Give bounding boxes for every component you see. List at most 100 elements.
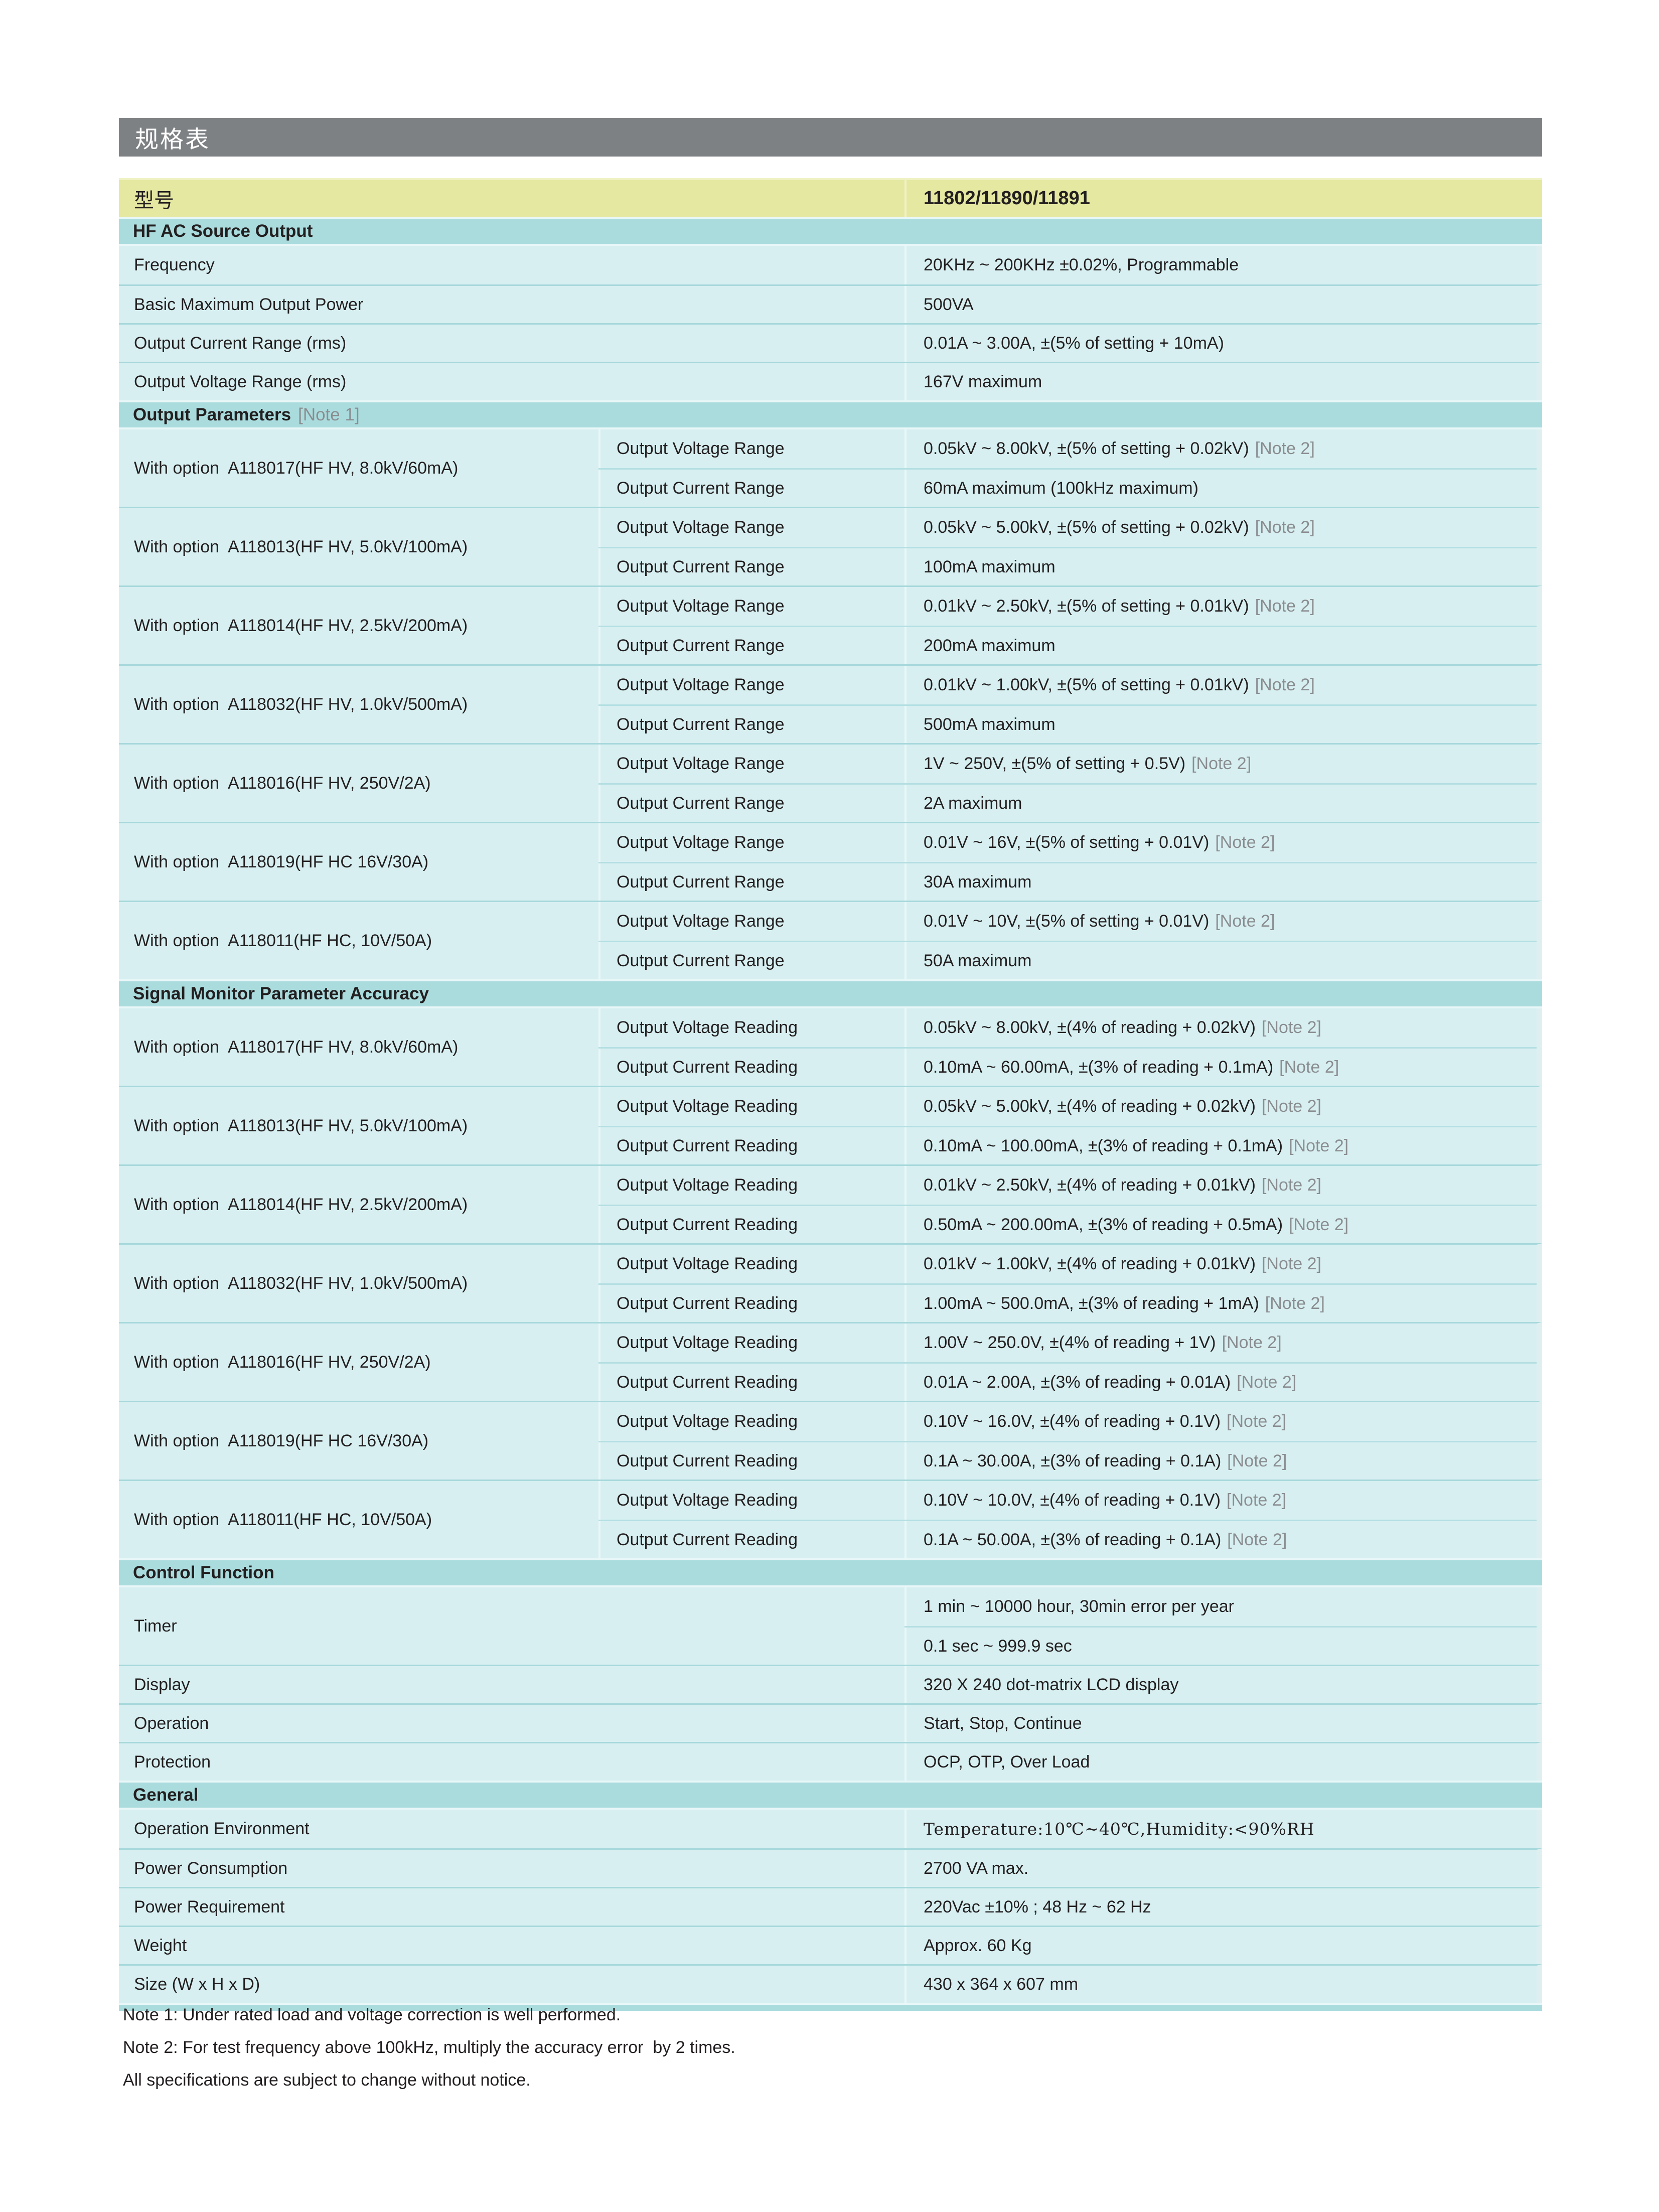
subrow-label: Output Current Reading [598, 1049, 904, 1086]
row-value-text: Temperature:10℃~40℃,Humidity:<90%RH [924, 1819, 1315, 1839]
option-label-text: With option A118016(HF HV, 250V/2A) [134, 773, 431, 793]
note-tag: [Note 2] [1261, 1254, 1322, 1273]
row-label: Size (W x H x D) [119, 1966, 904, 2003]
subrow-label: Output Voltage Range [598, 429, 904, 468]
option-label: With option A118032(HF HV, 1.0kV/500mA) [119, 666, 598, 743]
subrow-value: 200mA maximum [904, 627, 1537, 664]
row-label: Basic Maximum Output Power [119, 286, 904, 323]
option-group-a118013-output: With option A118013(HF HV, 5.0kV/100mA) … [119, 507, 1542, 585]
option-label: With option A118017(HF HV, 8.0kV/60mA) [119, 1008, 598, 1086]
row-label-text: Timer [134, 1616, 177, 1636]
option-group-a118014-reading: With option A118014(HF HV, 2.5kV/200mA) … [119, 1164, 1542, 1243]
row-label: Weight [119, 1927, 904, 1964]
option-group-a118016-reading: With option A118016(HF HV, 250V/2A) Outp… [119, 1322, 1542, 1401]
row-value-text: 167V maximum [924, 372, 1042, 391]
option-label-text: With option A118011(HF HC, 10V/50A) [134, 931, 432, 950]
voltage-subrow: Output Voltage Reading 0.10V ~ 16.0V, ±(… [598, 1402, 1537, 1441]
current-subrow: Output Current Range 500mA maximum [598, 704, 1537, 743]
option-label-text: With option A118013(HF HV, 5.0kV/100mA) [134, 1116, 468, 1135]
voltage-subrow: Output Voltage Range 0.01kV ~ 1.00kV, ±(… [598, 666, 1537, 704]
note-tag: [Note 2] [1265, 1293, 1325, 1313]
subrow-label: Output Voltage Reading [598, 1008, 904, 1047]
row-value: 20KHz ~ 200KHz ±0.02%, Programmable [904, 246, 1537, 284]
voltage-subrow: Output Voltage Reading 0.05kV ~ 8.00kV, … [598, 1008, 1537, 1047]
note-tag: [Note 2] [1227, 1412, 1287, 1431]
row-value: 167V maximum [904, 363, 1537, 400]
spec-row-protection: Protection OCP, OTP, Over Load [119, 1742, 1542, 1781]
subrow-label: Output Voltage Range [598, 666, 904, 704]
option-label: With option A118017(HF HV, 8.0kV/60mA) [119, 429, 598, 507]
note-tag: [Note 2] [1289, 1215, 1349, 1234]
option-values: Output Voltage Range 1V ~ 250V, ±(5% of … [598, 745, 1537, 822]
spec-row-operation: Operation Start, Stop, Continue [119, 1703, 1542, 1742]
subrow-label-text: Output Current Reading [617, 1057, 798, 1077]
subrow-label: Output Voltage Reading [598, 1166, 904, 1205]
option-label-text: With option A118019(HF HC 16V/30A) [134, 1431, 429, 1450]
subrow-value: 0.05kV ~ 5.00kV, ±(5% of setting + 0.02k… [904, 508, 1537, 547]
subrow-label: Output Voltage Range [598, 823, 904, 862]
section-header-general: General [119, 1781, 1542, 1810]
footnotes: Note 1: Under rated load and voltage cor… [123, 1999, 735, 2097]
note-tag: [Note 2] [1255, 597, 1315, 616]
note-tag: [Note 2] [1191, 754, 1252, 773]
value-text: 0.01kV ~ 2.50kV, ±(4% of reading + 0.01k… [924, 1175, 1256, 1195]
option-group-a118019-reading: With option A118019(HF HC 16V/30A) Outpu… [119, 1401, 1542, 1480]
note-tag: [Note 2] [1261, 1097, 1322, 1116]
voltage-subrow: Output Voltage Range 0.01V ~ 16V, ±(5% o… [598, 823, 1537, 862]
subrow-value: 50A maximum [904, 942, 1537, 979]
voltage-subrow: Output Voltage Reading 0.01kV ~ 2.50kV, … [598, 1166, 1537, 1205]
page-title-bar: 规格表 [119, 118, 1542, 157]
option-label: With option A118016(HF HV, 250V/2A) [119, 1323, 598, 1401]
row-label: Frequency [119, 246, 904, 284]
subrow-label-text: Output Voltage Range [617, 518, 785, 537]
subrow-label-text: Output Voltage Range [617, 439, 785, 458]
option-group-a118032-output: With option A118032(HF HV, 1.0kV/500mA) … [119, 664, 1542, 743]
subrow-value: 0.01kV ~ 1.00kV, ±(4% of reading + 0.01k… [904, 1245, 1537, 1283]
subrow-value: 1.00mA ~ 500.0mA, ±(3% of reading + 1mA)… [904, 1285, 1537, 1322]
note-tag: [Note 2] [1261, 1018, 1322, 1037]
option-label-text: With option A118032(HF HV, 1.0kV/500mA) [134, 1273, 468, 1293]
model-label-text: 型号 [134, 189, 174, 212]
row-label-text: Frequency [134, 255, 215, 274]
option-values: Output Voltage Reading 0.05kV ~ 8.00kV, … [598, 1008, 1537, 1086]
section-title-note: [Note 1] [298, 405, 360, 424]
row-value-text: Start, Stop, Continue [924, 1713, 1082, 1733]
subrow-value: 0.01V ~ 10V, ±(5% of setting + 0.01V) [No… [904, 902, 1537, 941]
voltage-subrow: Output Voltage Range 0.05kV ~ 8.00kV, ±(… [598, 429, 1537, 468]
value-text: 0.01V ~ 10V, ±(5% of setting + 0.01V) [924, 912, 1210, 931]
section-title: HF AC Source Output [133, 221, 313, 241]
subrow-label: Output Voltage Reading [598, 1323, 904, 1362]
row-label: Power Consumption [119, 1850, 904, 1887]
row-label-text: Display [134, 1675, 190, 1694]
subrow-value: 1 min ~ 10000 hour, 30min error per year [904, 1587, 1537, 1626]
current-subrow: Output Current Range 50A maximum [598, 941, 1537, 979]
row-label: Display [119, 1666, 904, 1703]
row-label-text: Power Requirement [134, 1897, 285, 1916]
value-text: 0.1A ~ 50.00A, ±(3% of reading + 0.1A) [924, 1530, 1222, 1549]
timer-subrow: 1 min ~ 10000 hour, 30min error per year [904, 1587, 1537, 1626]
option-values: Output Voltage Range 0.01V ~ 16V, ±(5% o… [598, 823, 1537, 901]
note-tag: [Note 2] [1227, 1451, 1287, 1470]
row-value: 220Vac ±10% ; 48 Hz ~ 62 Hz [904, 1888, 1537, 1926]
row-value: 320 X 240 dot-matrix LCD display [904, 1666, 1537, 1703]
current-subrow: Output Current Reading 0.10mA ~ 100.00mA… [598, 1126, 1537, 1164]
value-text: 0.05kV ~ 5.00kV, ±(4% of reading + 0.02k… [924, 1097, 1256, 1116]
row-label-text: Output Current Range (rms) [134, 333, 347, 353]
subrow-label-text: Output Voltage Range [617, 912, 785, 931]
subrow-value: 60mA maximum (100kHz maximum) [904, 470, 1537, 507]
subrow-label: Output Voltage Reading [598, 1245, 904, 1283]
value-text: 0.1 sec ~ 999.9 sec [924, 1636, 1072, 1656]
subrow-label: Output Current Reading [598, 1364, 904, 1401]
subrow-label-text: Output Voltage Range [617, 597, 785, 616]
row-label: Protection [119, 1743, 904, 1781]
spec-table: 型号 11802/11890/11891 HF AC Source Output… [119, 178, 1542, 2011]
subrow-value: 100mA maximum [904, 548, 1537, 585]
value-text: 0.10V ~ 16.0V, ±(4% of reading + 0.1V) [924, 1412, 1221, 1431]
note-tag: [Note 2] [1289, 1136, 1349, 1155]
subrow-label-text: Output Voltage Reading [617, 1018, 798, 1037]
row-label: Operation [119, 1705, 904, 1742]
subrow-label-text: Output Voltage Range [617, 833, 785, 852]
note-tag: [Note 2] [1255, 439, 1315, 458]
spec-row-output-current-range-rms: Output Current Range (rms) 0.01A ~ 3.00A… [119, 323, 1542, 362]
option-values: Output Voltage Reading 0.01kV ~ 2.50kV, … [598, 1166, 1537, 1243]
